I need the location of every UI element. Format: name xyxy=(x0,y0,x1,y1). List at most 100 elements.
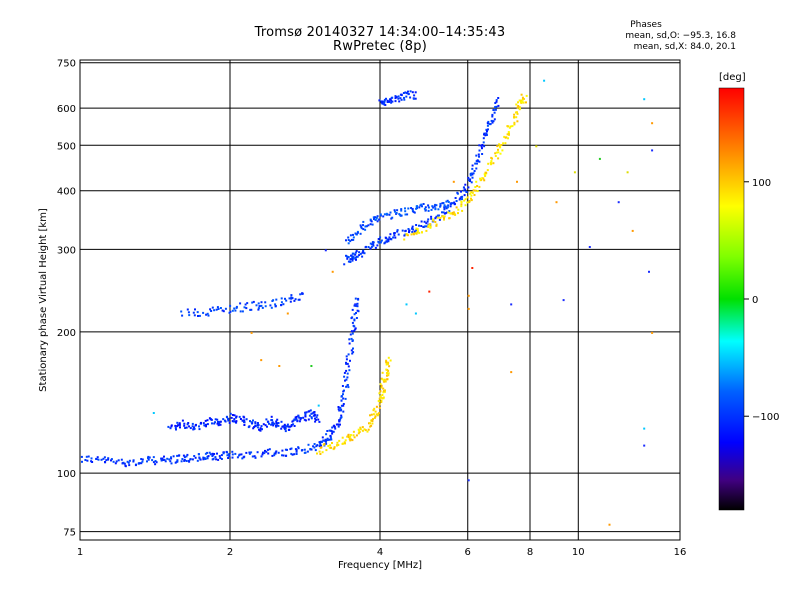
echo-point xyxy=(495,151,498,154)
echo-point xyxy=(207,314,210,317)
echo-point xyxy=(413,94,416,97)
echo-point xyxy=(276,418,279,421)
echo-point xyxy=(415,227,418,230)
echo-point xyxy=(465,191,468,193)
echo-point xyxy=(328,429,331,432)
echo-point xyxy=(355,434,358,437)
echo-point xyxy=(132,459,135,462)
echo-point xyxy=(410,233,413,236)
echo-point xyxy=(460,203,463,206)
echo-point xyxy=(389,359,392,362)
echo-point xyxy=(254,425,257,428)
echo-point xyxy=(412,210,415,213)
echo-point xyxy=(445,207,448,210)
echo-point xyxy=(209,453,212,456)
echo-point xyxy=(509,125,512,128)
echo-point xyxy=(421,231,423,234)
echo-point xyxy=(400,209,403,212)
echo-point xyxy=(457,208,460,211)
echo-point xyxy=(468,201,471,203)
echo-point xyxy=(525,101,527,104)
echo-point xyxy=(297,414,300,417)
noise-point xyxy=(562,299,565,302)
echo-point xyxy=(394,95,397,98)
echo-point xyxy=(442,211,445,214)
echo-point xyxy=(460,190,462,193)
echo-point xyxy=(390,101,393,104)
echo-point xyxy=(471,164,474,167)
echo-point xyxy=(481,144,484,146)
echo-point xyxy=(244,303,247,306)
echo-point xyxy=(470,181,473,184)
echo-point xyxy=(333,446,336,449)
echo-point xyxy=(264,301,267,304)
echo-point xyxy=(295,450,298,453)
echo-point xyxy=(344,439,347,442)
echo-point xyxy=(353,313,356,316)
echo-point xyxy=(386,362,389,365)
echo-point xyxy=(249,420,251,423)
echo-point xyxy=(352,252,355,255)
echo-point xyxy=(198,425,200,428)
echo-point xyxy=(385,97,387,100)
echo-point xyxy=(466,201,469,204)
echo-point xyxy=(495,100,498,103)
echo-point xyxy=(235,415,238,418)
echo-point xyxy=(372,244,375,247)
echo-point xyxy=(470,194,473,197)
echo-point xyxy=(216,418,219,421)
echo-point xyxy=(469,173,472,175)
echo-point xyxy=(403,238,406,241)
echo-point xyxy=(499,152,502,155)
echo-point xyxy=(413,211,416,214)
echo-point xyxy=(427,206,430,209)
echo-point xyxy=(314,449,317,452)
echo-point xyxy=(376,414,379,417)
echo-point xyxy=(388,236,391,239)
echo-point xyxy=(471,167,474,170)
echo-point xyxy=(382,215,385,218)
echo-point xyxy=(233,414,236,417)
echo-point xyxy=(400,208,403,211)
x-tick-label: 10 xyxy=(572,547,585,558)
echo-point xyxy=(386,374,388,377)
echo-point xyxy=(170,456,172,459)
echo-point xyxy=(433,205,436,208)
echo-point xyxy=(112,460,115,463)
echo-point xyxy=(446,199,449,202)
echo-point xyxy=(345,385,348,388)
echo-point xyxy=(371,420,374,422)
echo-point xyxy=(254,422,257,425)
echo-point xyxy=(123,462,126,465)
echo-point xyxy=(518,99,521,102)
echo-point xyxy=(349,435,352,438)
echo-point xyxy=(334,427,337,430)
noise-point xyxy=(626,171,629,174)
echo-point xyxy=(284,430,287,433)
echo-point xyxy=(443,217,445,220)
echo-point xyxy=(395,212,398,214)
echo-point xyxy=(263,452,266,455)
noise-point xyxy=(310,365,313,367)
echo-point xyxy=(170,457,173,460)
echo-point xyxy=(457,212,459,215)
echo-point xyxy=(270,415,273,418)
echo-point xyxy=(425,229,428,232)
noise-point xyxy=(598,157,601,160)
echo-point xyxy=(87,455,90,458)
echo-point xyxy=(260,304,263,307)
echo-point xyxy=(140,458,143,460)
noise-point xyxy=(324,249,327,252)
noise-point xyxy=(608,523,611,526)
echo-point xyxy=(292,423,295,426)
echo-point xyxy=(337,408,340,411)
echo-point xyxy=(333,447,336,450)
echo-point xyxy=(485,134,488,136)
echo-point xyxy=(95,457,98,460)
echo-point xyxy=(290,425,293,428)
echo-point xyxy=(257,302,260,305)
echo-point xyxy=(233,420,236,423)
noise-point xyxy=(510,371,513,374)
echo-point xyxy=(374,415,377,418)
echo-point xyxy=(375,217,378,220)
